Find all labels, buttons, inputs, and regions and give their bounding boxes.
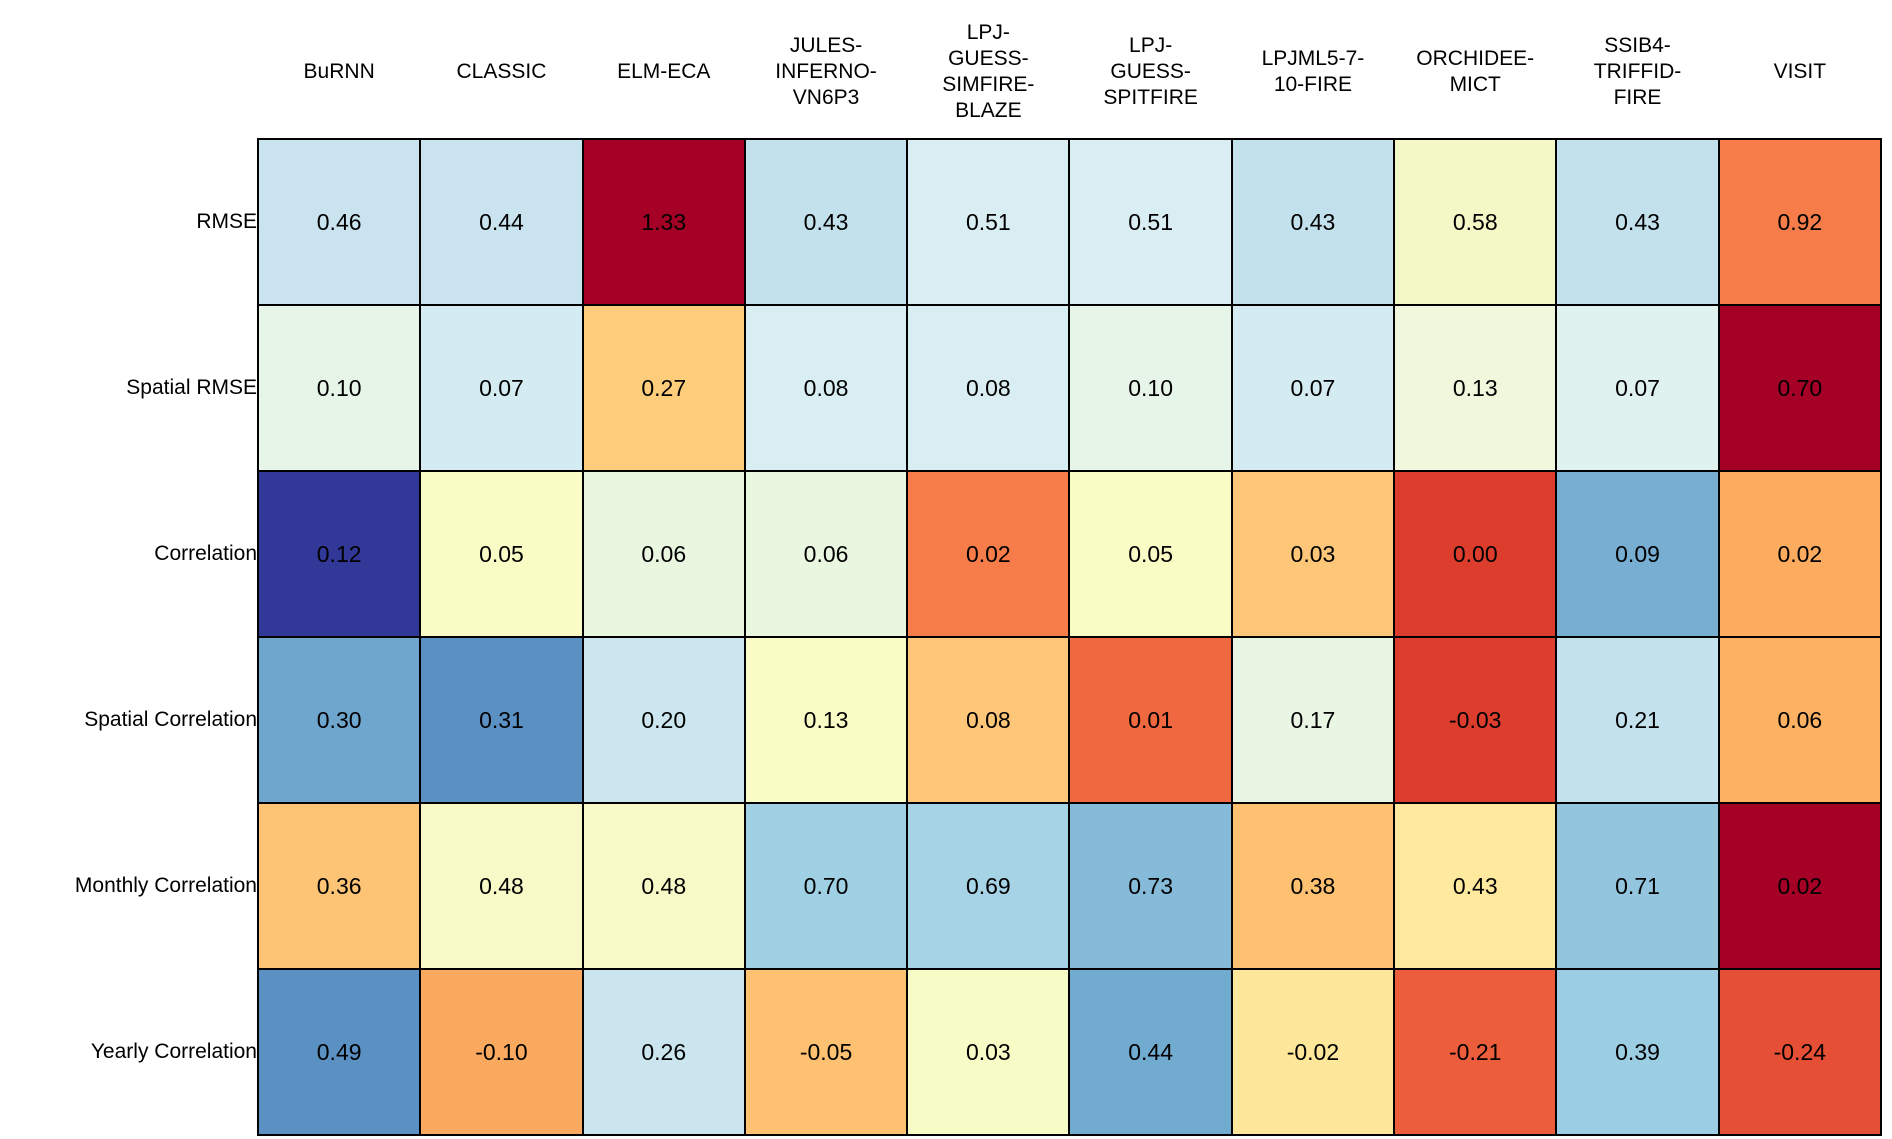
heatmap-cell: 0.70 [1717, 304, 1883, 472]
heatmap-cell: 0.36 [256, 802, 422, 970]
heatmap-cell: 0.58 [1393, 138, 1558, 306]
heatmap-cell: 0.21 [1555, 636, 1720, 804]
heatmap-cell: 1.33 [581, 138, 746, 306]
heatmap-cell: 0.07 [1230, 304, 1396, 472]
column-header-lpj-guess-spitfire: LPJ- GUESS- SPITFIRE [1069, 6, 1232, 139]
column-header-lpj-guess-simfire-blaze: LPJ- GUESS- SIMFIRE- BLAZE [907, 6, 1070, 139]
column-header-visit: VISIT [1718, 6, 1881, 139]
heatmap-cell: 0.12 [256, 470, 422, 638]
row-label-monthly-correlation: Monthly Correlation [10, 803, 258, 969]
heatmap-row-monthly-correlation: Monthly Correlation 0.36 0.48 0.48 0.70 0.69 0… [10, 802, 1883, 970]
heatmap-cell: 0.71 [1555, 802, 1720, 970]
heatmap-cell: -0.10 [419, 968, 584, 1136]
heatmap-cell: 0.43 [743, 138, 909, 306]
header-row: BuRNN CLASSIC ELM-ECA JULES- INFERNO- VN6P3… [10, 6, 1881, 139]
row-label-rmse: RMSE [10, 139, 258, 305]
heatmap-cell: 0.51 [906, 138, 1071, 306]
heatmap-cell: -0.21 [1393, 968, 1558, 1136]
row-label-spatial-rmse: Spatial RMSE [10, 305, 258, 471]
row-label-yearly-correlation: Yearly Correlation [10, 969, 258, 1135]
column-header-classic: CLASSIC [420, 6, 583, 139]
heatmap-cell: 0.02 [1717, 470, 1883, 638]
heatmap-cell: 0.00 [1393, 470, 1558, 638]
heatmap-cell: 0.43 [1230, 138, 1396, 306]
heatmap-table: BuRNN CLASSIC ELM-ECA JULES- INFERNO- VN6P3… [10, 6, 1883, 1136]
heatmap-header: BuRNN CLASSIC ELM-ECA JULES- INFERNO- VN6P3… [10, 6, 1881, 139]
heatmap-cell: 0.10 [256, 304, 422, 472]
heatmap-cell: 0.06 [1717, 636, 1883, 804]
heatmap-row-rmse: RMSE 0.46 0.44 1.33 0.43 0.51 0.51 0.43 0.58 0.43… [10, 138, 1883, 306]
column-header-burnn: BuRNN [258, 6, 421, 139]
heatmap-cell: 0.38 [1230, 802, 1396, 970]
heatmap-cell: 0.31 [419, 636, 584, 804]
heatmap-cell: -0.24 [1717, 968, 1883, 1136]
heatmap-cell: 0.08 [743, 304, 909, 472]
heatmap-cell: 0.43 [1393, 802, 1558, 970]
column-header-lpjml5-7-10-fire: LPJML5-7- 10-FIRE [1231, 6, 1395, 139]
heatmap-row-yearly-correlation: Yearly Correlation 0.49 -0.10 0.26 -0.05 0.03… [10, 968, 1883, 1136]
heatmap-cell: 0.08 [906, 636, 1071, 804]
heatmap-row-spatial-rmse: Spatial RMSE 0.10 0.07 0.27 0.08 0.08 0.10 0.07… [10, 304, 1883, 472]
heatmap-cell: -0.05 [743, 968, 909, 1136]
heatmap-cell: 0.05 [419, 470, 584, 638]
heatmap-cell: 0.30 [256, 636, 422, 804]
row-label-correlation: Correlation [10, 471, 258, 637]
heatmap-body: RMSE 0.46 0.44 1.33 0.43 0.51 0.51 0.43 0.58 0.43… [10, 138, 1883, 1136]
heatmap-cell: 0.48 [419, 802, 584, 970]
heatmap-cell: 0.13 [743, 636, 909, 804]
column-header-ssib4-triffid-fire: SSIB4- TRIFFID- FIRE [1556, 6, 1719, 139]
heatmap-cell: 0.44 [419, 138, 584, 306]
heatmap-cell: 0.69 [906, 802, 1071, 970]
column-header-jules-inferno-vn6p3: JULES- INFERNO- VN6P3 [744, 6, 908, 139]
corner-cell [10, 6, 258, 139]
heatmap-cell: 0.10 [1068, 304, 1233, 472]
heatmap-cell: 0.26 [581, 968, 746, 1136]
heatmap-cell: 0.51 [1068, 138, 1233, 306]
heatmap-cell: 0.44 [1068, 968, 1233, 1136]
heatmap-cell: 0.43 [1555, 138, 1720, 306]
heatmap-cell: -0.03 [1393, 636, 1558, 804]
heatmap-cell: 0.46 [256, 138, 422, 306]
heatmap-cell: 0.07 [1555, 304, 1720, 472]
heatmap-cell: 0.02 [1717, 802, 1883, 970]
heatmap-cell: 0.73 [1068, 802, 1233, 970]
heatmap-row-correlation: Correlation 0.12 0.05 0.06 0.06 0.02 0.05 0.03 0… [10, 470, 1883, 638]
heatmap-cell: 0.06 [743, 470, 909, 638]
heatmap-cell: 0.20 [581, 636, 746, 804]
heatmap-cell: 0.39 [1555, 968, 1720, 1136]
heatmap-cell: 0.07 [419, 304, 584, 472]
heatmap-cell: 0.13 [1393, 304, 1558, 472]
heatmap-cell: 0.27 [581, 304, 746, 472]
column-header-elm-eca: ELM-ECA [582, 6, 745, 139]
heatmap-cell: 0.09 [1555, 470, 1720, 638]
heatmap-cell: 0.06 [581, 470, 746, 638]
heatmap-cell: 0.70 [743, 802, 909, 970]
column-header-orchidee-mict: ORCHIDEE- MICT [1394, 6, 1557, 139]
heatmap-cell: -0.02 [1230, 968, 1396, 1136]
heatmap-cell: 0.03 [906, 968, 1071, 1136]
heatmap-cell: 0.17 [1230, 636, 1396, 804]
heatmap-row-spatial-correlation: Spatial Correlation 0.30 0.31 0.20 0.13 0.08 0… [10, 636, 1883, 804]
heatmap-cell: 0.92 [1717, 138, 1883, 306]
heatmap-cell: 0.02 [906, 470, 1071, 638]
heatmap-cell: 0.48 [581, 802, 746, 970]
heatmap-cell: 0.49 [256, 968, 422, 1136]
heatmap-cell: 0.05 [1068, 470, 1233, 638]
row-label-spatial-correlation: Spatial Correlation [10, 637, 258, 803]
heatmap-cell: 0.03 [1230, 470, 1396, 638]
heatmap-cell: 0.08 [906, 304, 1071, 472]
heatmap-cell: 0.01 [1068, 636, 1233, 804]
